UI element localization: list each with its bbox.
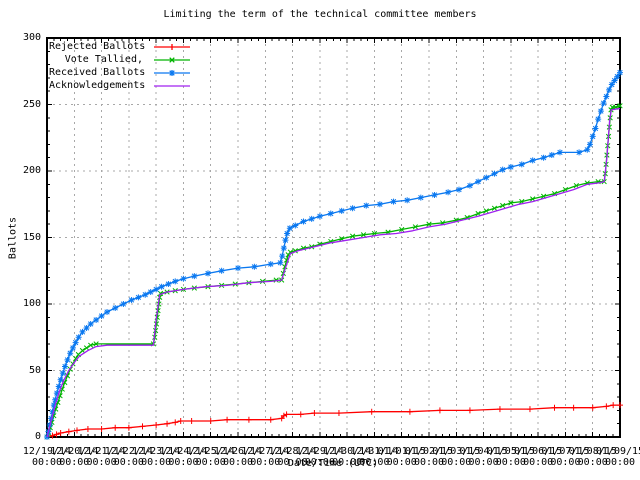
series-line-received-ballots: [46, 72, 621, 438]
x-tick-label: 12/20/14 00:00: [50, 446, 99, 468]
legend-label: Acknowledgements: [49, 80, 146, 91]
chart-title: Limiting the term of the technical commi…: [163, 9, 477, 20]
x-tick-label: 12/24/14 00:00: [159, 446, 208, 468]
x-tick-label: 12/23/14 00:00: [132, 446, 181, 468]
plot-border: [46, 37, 621, 438]
legend-item: Acknowledgements: [49, 79, 192, 92]
y-tick-label: 100: [22, 298, 41, 309]
y-tick-label: 50: [28, 364, 41, 376]
x-tick-label: 12/31/14 00:00: [350, 446, 399, 468]
legend-sample-cross: [154, 56, 190, 63]
x-tick-label: 01/06/15 00:00: [514, 446, 563, 468]
x-tick-label: 12/19/14 00:00: [22, 446, 72, 468]
x-tick-label: 12/21/14 00:00: [77, 446, 126, 468]
x-axis-title: Date/Time (UTC): [287, 458, 379, 469]
x-tick-label: 01/08/15 00:00: [568, 446, 617, 468]
y-tick-label: 300: [22, 32, 41, 43]
series-line-acknowledgements: [46, 107, 621, 438]
y-tick-label: 200: [22, 165, 41, 176]
y-tick-label: 0: [34, 431, 41, 442]
legend-label: Rejected Ballots: [49, 41, 146, 52]
x-tick-label: 01/05/15 00:00: [486, 446, 535, 468]
series-markers: [44, 103, 623, 440]
legend-label: Vote Tallied,: [64, 54, 143, 65]
legend-sample-plus: [154, 43, 190, 50]
x-tick-label: 12/25/14 00:00: [186, 446, 235, 468]
x-tick-label: 12/30/14 00:00: [323, 446, 372, 468]
legend-label: Received Ballots: [49, 67, 146, 78]
x-tick-label: 01/03/15 00:00: [432, 446, 481, 468]
series-line-rejected-ballots: [46, 404, 620, 438]
legend-item: Received Ballots: [49, 66, 192, 79]
series-markers: [44, 69, 623, 440]
y-tick-label: 250: [22, 98, 41, 110]
x-tick-label: 01/07/15 00:00: [541, 446, 590, 468]
legend-sample-star: [154, 69, 190, 76]
x-tick-label: 01/09/15 00:00: [595, 446, 640, 468]
legend-item: Vote Tallied,: [49, 53, 192, 66]
x-tick-label: 12/28/14 00:00: [268, 446, 317, 468]
x-tick-label: 12/26/14 00:00: [213, 446, 263, 468]
x-tick-label: 01/02/15 00:00: [404, 446, 454, 468]
x-tick-label: 12/22/14 00:00: [104, 446, 153, 468]
x-tick-label: 01/01/15 00:00: [377, 446, 426, 468]
x-tick-label: 12/27/14 00:00: [241, 446, 290, 468]
legend-sample-line: [154, 84, 190, 87]
y-tick-label: 150: [22, 231, 41, 243]
legend-item: Rejected Ballots: [49, 40, 192, 53]
series-line-vote-tallied-: [46, 105, 621, 438]
x-tick-label: 12/29/14 00:00: [295, 446, 344, 468]
x-tick-label: 01/04/15 00:00: [459, 446, 508, 468]
legend: Rejected Ballots Vote Tallied, Received Ba…: [49, 40, 192, 92]
